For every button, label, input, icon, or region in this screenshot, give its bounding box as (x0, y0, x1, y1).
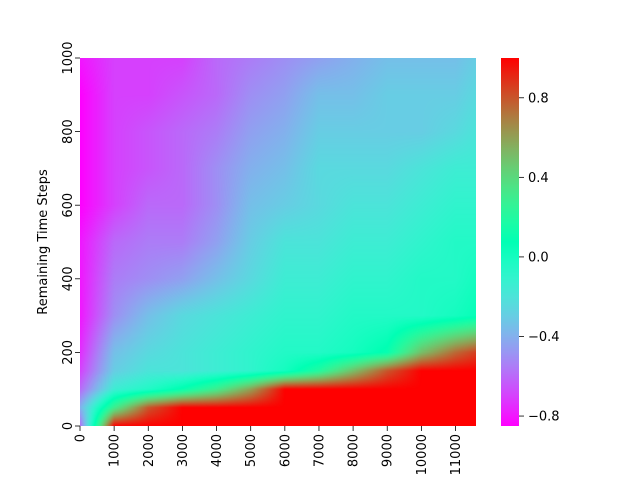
x-tick-label: 11000 (449, 434, 464, 475)
x-tick-label: 4000 (210, 434, 225, 467)
y-tick-label: 800 (61, 119, 76, 144)
x-tick-label: 2000 (142, 434, 157, 467)
x-tick-label: 8000 (347, 434, 362, 467)
x-axis: 0 1000 2000 3000 4000 5000 6000 7000 8000 9000 100… (74, 426, 464, 475)
y-tick-label: 1000 (61, 41, 76, 74)
y-axis: 0 200 400 600 800 1000 (61, 41, 80, 430)
x-tick-label: 5000 (244, 434, 259, 467)
colorbar-tick-label: 0.8 (528, 91, 549, 106)
x-tick-label: 0 (74, 434, 89, 442)
y-tick-label: 400 (61, 266, 76, 291)
x-tick-label: 10000 (415, 434, 430, 475)
x-tick-label: 3000 (176, 434, 191, 467)
x-tick-label: 9000 (381, 434, 396, 467)
x-tick-label: 7000 (312, 434, 327, 467)
y-tick-label: 200 (61, 340, 76, 365)
colorbar-tick-label: −0.4 (528, 330, 560, 345)
heatmap-image (80, 58, 476, 426)
colorbar-tick-label: −0.8 (528, 410, 560, 425)
y-axis-label: Remaining Time Steps (36, 169, 51, 315)
x-tick-label: 1000 (108, 434, 123, 467)
x-tick-label: 6000 (278, 434, 293, 467)
colorbar-tick-label: 0.0 (528, 250, 549, 265)
colorbar (501, 58, 519, 426)
colorbar-axis: −0.8 −0.4 0.0 0.4 0.8 (519, 91, 560, 425)
y-tick-label: 0 (61, 422, 76, 430)
y-tick-label: 600 (61, 193, 76, 218)
heatmap-area-host (80, 58, 476, 426)
colorbar-tick-label: 0.4 (528, 171, 549, 186)
